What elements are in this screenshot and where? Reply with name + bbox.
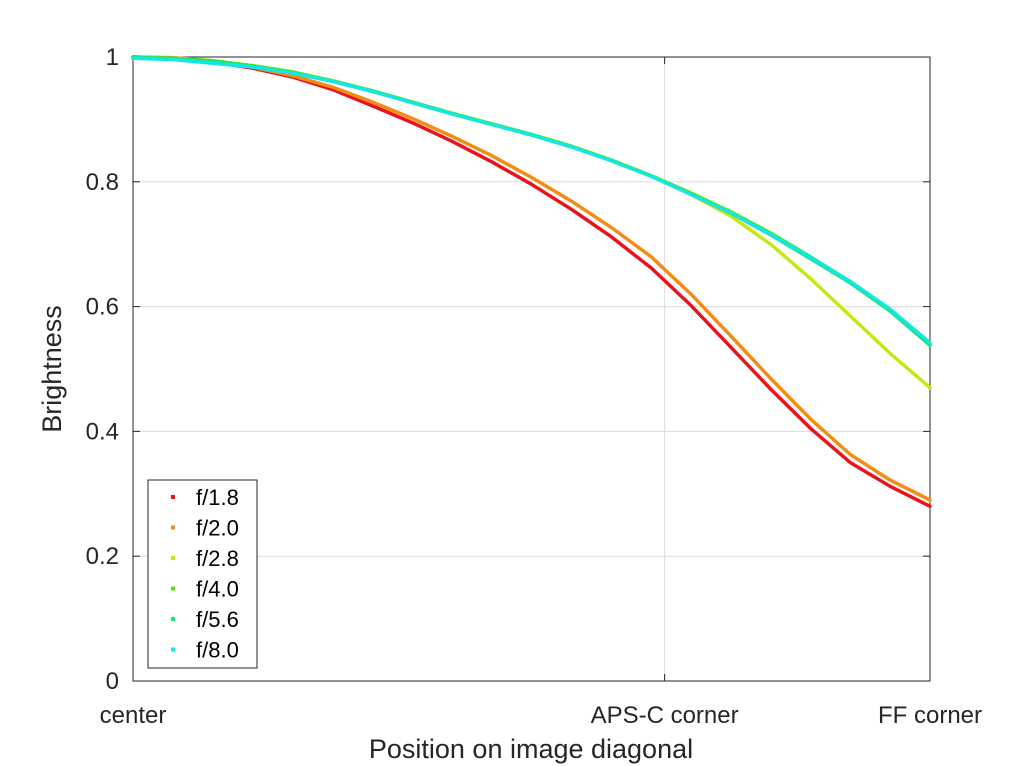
y-axis-label: Brightness [37,305,67,433]
legend-label: f/8.0 [196,638,239,663]
plot-frame [132,56,931,682]
x-tick-label: center [100,702,167,729]
legend-marker [171,556,175,560]
legend-label: f/2.8 [196,546,239,571]
legend-label: f/4.0 [196,577,239,602]
legend-label: f/5.6 [196,607,239,632]
plot-background [133,57,930,681]
series-group [131,55,932,509]
y-tick-label: 1 [106,44,119,71]
x-tick-label: FF corner [878,702,982,729]
x-tick-label: APS-C corner [591,702,739,729]
legend-label: f/2.0 [196,516,239,541]
y-tick-label: 0 [106,668,119,695]
legend-marker [171,525,175,530]
y-tick-label: 0.6 [86,294,119,321]
legend-marker [171,586,175,591]
ticks: 0 0.2 0.4 0.6 0.8 1 center APS-C corner FF corne… [86,44,982,729]
legend-marker [171,617,175,621]
grid [133,57,930,681]
y-tick-label: 0.4 [86,418,119,445]
series-line-6 [131,56,932,345]
legend-box [147,479,258,669]
y-tick-label: 0.2 [86,543,119,570]
legend-label: f/1.8 [196,485,239,510]
y-tick-label: 0.8 [86,169,119,196]
x-axis-label: Position on image diagonal [369,734,693,764]
legend: f/1.8 f/2.0 f/2.8 f/4.0 f/5.6 f/8.0 [147,479,258,669]
legend-marker [171,495,175,499]
legend-marker [171,647,175,652]
